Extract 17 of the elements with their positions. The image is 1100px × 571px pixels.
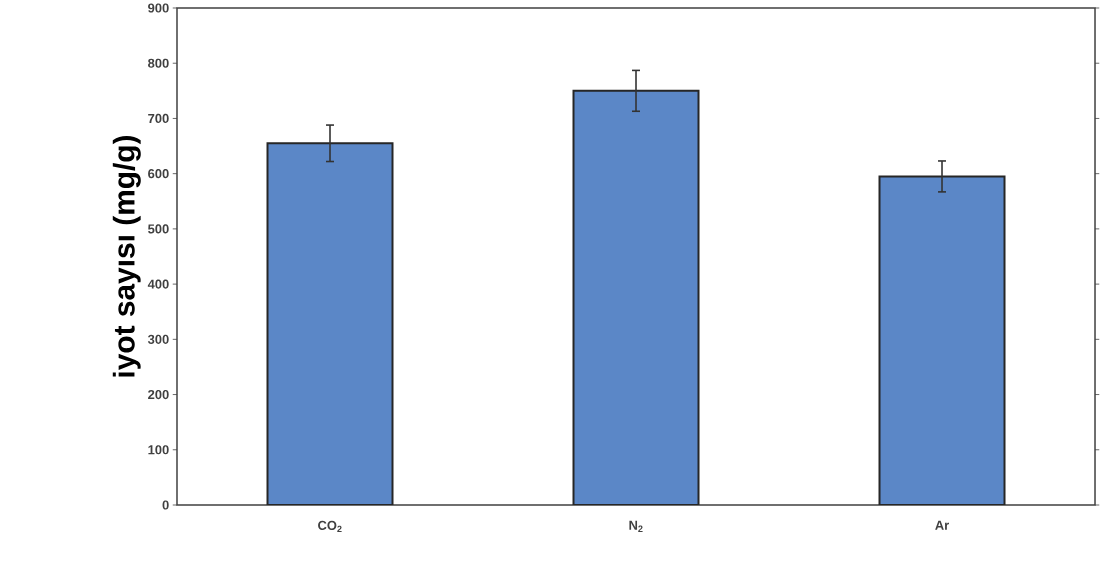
x-tick-label: CO$_{2}$	[318, 520, 342, 533]
x-tick-label: Ar	[935, 520, 950, 530]
y-tick-label: 100	[148, 445, 169, 455]
x-tick-label: N$_{2}$	[629, 520, 643, 532]
y-tick-label: 400	[147, 279, 169, 289]
bar	[266, 142, 394, 505]
y-tick-label: 600	[148, 169, 169, 179]
y-tick-label: 300	[147, 334, 169, 344]
y-axis-title: iyot sayısı (mg/g)	[112, 135, 141, 377]
y-tick-label: 200	[148, 389, 169, 400]
y-tick-label: 900	[148, 3, 169, 13]
y-tick-label: 500	[148, 224, 169, 234]
y-tick-label: 700	[148, 113, 169, 124]
y-tick-label: 800	[148, 58, 169, 68]
y-tick-label: 0	[162, 500, 169, 510]
bar	[572, 89, 700, 505]
bar	[878, 175, 1006, 505]
